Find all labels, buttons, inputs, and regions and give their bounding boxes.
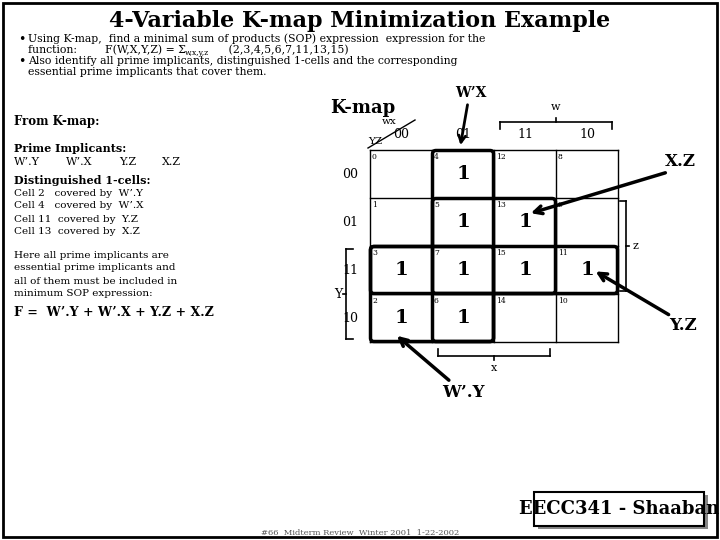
Text: 11: 11 (517, 127, 533, 140)
Text: x: x (491, 363, 497, 373)
Text: 12: 12 (496, 153, 505, 161)
Text: w,x,y,z: w,x,y,z (185, 49, 210, 57)
Text: w: w (552, 102, 561, 112)
Text: Cell 11  covered by  Y.Z: Cell 11 covered by Y.Z (14, 214, 138, 224)
Text: #66  Midterm Review  Winter 2001  1-22-2002: #66 Midterm Review Winter 2001 1-22-2002 (261, 529, 459, 537)
Text: 2: 2 (372, 297, 377, 305)
Text: X.Z: X.Z (162, 157, 181, 167)
Text: W’X: W’X (455, 86, 487, 100)
Text: essential prime implicants that cover them.: essential prime implicants that cover th… (28, 67, 266, 77)
Text: 11: 11 (342, 264, 358, 276)
Text: 10: 10 (579, 127, 595, 140)
Text: 3: 3 (372, 249, 377, 257)
Text: function:        F(W,X,Y,Z) = Σ: function: F(W,X,Y,Z) = Σ (28, 45, 186, 55)
Text: 0: 0 (372, 153, 377, 161)
Text: 14: 14 (496, 297, 505, 305)
Text: W’.Y: W’.Y (442, 384, 485, 401)
Text: Cell 2   covered by  W’.Y: Cell 2 covered by W’.Y (14, 188, 143, 198)
Text: 4-Variable K-map Minimization Example: 4-Variable K-map Minimization Example (109, 10, 611, 32)
Text: 15: 15 (496, 249, 505, 257)
Text: 7: 7 (434, 249, 439, 257)
Text: essential prime implicants and: essential prime implicants and (14, 264, 176, 273)
Text: 1: 1 (456, 165, 470, 183)
Text: Cell 13  covered by  X.Z: Cell 13 covered by X.Z (14, 227, 140, 237)
Text: 00: 00 (393, 127, 409, 140)
Text: 1: 1 (394, 309, 408, 327)
Text: (2,3,4,5,6,7,11,13,15): (2,3,4,5,6,7,11,13,15) (225, 45, 348, 55)
Text: all of them must be included in: all of them must be included in (14, 276, 177, 286)
Text: 1: 1 (372, 201, 377, 209)
Text: K-map: K-map (330, 99, 395, 117)
Text: z: z (633, 241, 639, 251)
Text: 1: 1 (518, 213, 532, 231)
Text: Also identify all prime implicants, distinguished 1-cells and the corresponding: Also identify all prime implicants, dist… (28, 56, 457, 66)
Text: Y.Z: Y.Z (669, 318, 697, 334)
Text: •: • (18, 56, 25, 69)
Bar (534, 492, 704, 526)
Text: Y: Y (334, 287, 342, 300)
Text: 1: 1 (580, 261, 594, 279)
Text: 11: 11 (558, 249, 568, 257)
Text: 01: 01 (342, 215, 358, 228)
Text: minimum SOP expression:: minimum SOP expression: (14, 289, 153, 299)
Text: 4: 4 (434, 153, 439, 161)
Bar (538, 495, 708, 529)
Text: Here all prime implicants are: Here all prime implicants are (14, 251, 169, 260)
Text: 8: 8 (558, 153, 563, 161)
Text: 9: 9 (558, 201, 563, 209)
Text: 1: 1 (518, 261, 532, 279)
Text: 1: 1 (394, 261, 408, 279)
Text: W’.X: W’.X (66, 157, 92, 167)
Text: wx: wx (382, 118, 397, 126)
Text: 6: 6 (434, 297, 439, 305)
Text: •: • (18, 33, 25, 46)
Text: 01: 01 (455, 127, 471, 140)
Text: 10: 10 (558, 297, 568, 305)
Text: 13: 13 (496, 201, 506, 209)
Text: EECC341 - Shaaban: EECC341 - Shaaban (519, 500, 719, 518)
Text: 5: 5 (434, 201, 439, 209)
Text: 00: 00 (342, 167, 358, 180)
Text: Distinguished 1-cells:: Distinguished 1-cells: (14, 174, 150, 186)
Text: Using K-map,  find a minimal sum of products (SOP) expression  expression for th: Using K-map, find a minimal sum of produ… (28, 33, 485, 44)
Text: Y.Z: Y.Z (119, 157, 136, 167)
Text: YZ: YZ (368, 138, 382, 146)
Text: 1: 1 (456, 213, 470, 231)
Text: W’.Y: W’.Y (14, 157, 40, 167)
Text: F =  W’.Y + W’.X + Y.Z + X.Z: F = W’.Y + W’.X + Y.Z + X.Z (14, 306, 214, 319)
Text: Prime Implicants:: Prime Implicants: (14, 143, 126, 153)
Text: From K-map:: From K-map: (14, 116, 99, 129)
Text: 1: 1 (456, 261, 470, 279)
Text: Cell 4   covered by  W’.X: Cell 4 covered by W’.X (14, 201, 143, 211)
Text: X.Z: X.Z (665, 153, 696, 171)
Text: 10: 10 (342, 312, 358, 325)
Text: 1: 1 (456, 309, 470, 327)
